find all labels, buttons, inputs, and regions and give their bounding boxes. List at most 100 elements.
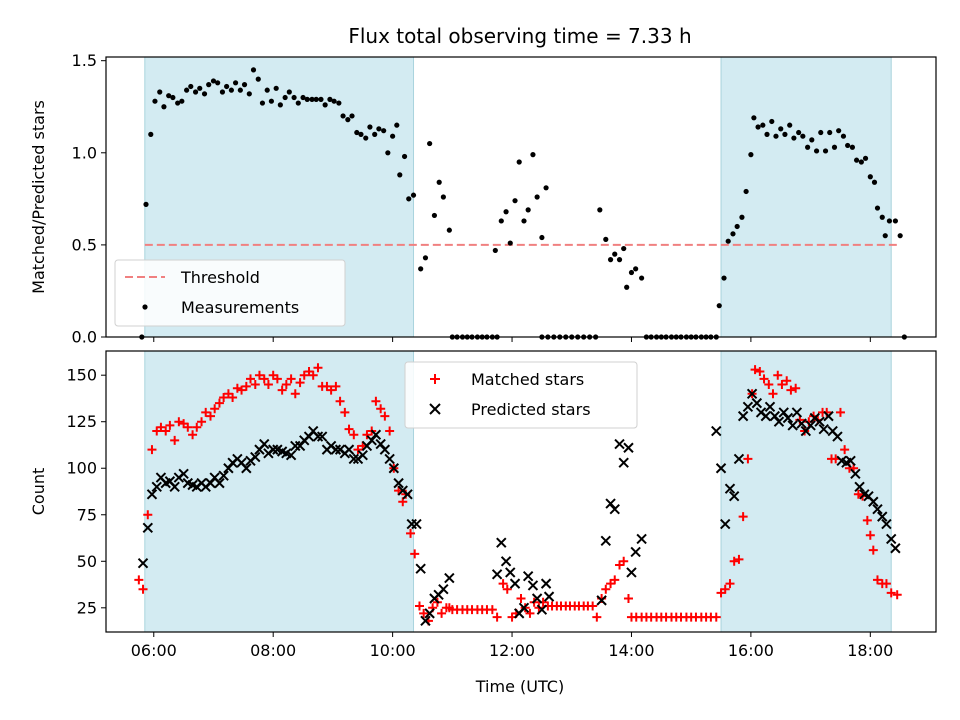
data-point	[371, 396, 381, 406]
data-point	[516, 159, 522, 165]
data-point	[148, 131, 154, 137]
data-point	[219, 89, 226, 95]
data-point	[512, 198, 518, 204]
data-point	[422, 255, 429, 261]
data-point	[877, 511, 888, 522]
data-point	[282, 94, 288, 101]
data-point	[308, 370, 318, 380]
data-point	[516, 594, 526, 604]
data-point	[192, 422, 202, 432]
data-point	[814, 416, 825, 427]
data-point	[179, 98, 185, 104]
data-point	[531, 593, 543, 604]
data-point	[616, 257, 623, 263]
data-point	[290, 389, 300, 399]
x-axis-label: Time (UTC)	[475, 677, 564, 696]
data-point	[340, 113, 346, 119]
data-point	[862, 515, 872, 525]
y-tick-label: 1.5	[72, 51, 97, 70]
data-point	[388, 463, 400, 474]
data-point	[733, 453, 745, 465]
data-point	[420, 615, 431, 627]
data-point	[397, 172, 403, 178]
data-point	[188, 83, 194, 90]
data-point	[353, 445, 363, 455]
data-point	[610, 575, 620, 585]
data-point	[621, 245, 627, 252]
top-panel: 0.0 0.5 1.0 1.5 Matched/Predicted stars Thres…	[29, 51, 937, 347]
data-point	[143, 201, 149, 207]
data-point	[782, 131, 788, 137]
data-point	[358, 131, 364, 137]
data-point	[764, 379, 774, 389]
legend-predicted-swatch	[429, 403, 441, 415]
data-point	[322, 102, 328, 108]
data-point	[539, 234, 545, 241]
data-point	[197, 85, 203, 91]
data-point	[867, 174, 873, 180]
data-point	[255, 76, 261, 82]
data-point	[205, 411, 215, 421]
y-axis-label: Count	[29, 468, 48, 516]
series-matched-stars	[134, 363, 902, 626]
data-point	[715, 463, 727, 474]
data-point	[219, 393, 229, 403]
data-point	[357, 450, 368, 461]
data-point	[500, 556, 512, 567]
data-point	[507, 240, 513, 246]
data-point	[286, 89, 292, 95]
data-point	[349, 430, 359, 440]
shaded-region-2	[720, 56, 892, 338]
data-point	[730, 231, 736, 237]
data-point	[410, 549, 420, 559]
data-point	[215, 80, 221, 86]
data-point	[232, 80, 239, 86]
data-point	[636, 533, 647, 545]
data-point	[743, 454, 753, 464]
data-point	[492, 247, 498, 254]
data-point	[879, 214, 885, 220]
legend-matched-swatch	[430, 374, 440, 384]
y-tick-label: 125	[66, 412, 97, 431]
data-point	[250, 379, 260, 389]
data-point	[344, 424, 354, 434]
data-point	[210, 78, 217, 84]
data-point	[304, 96, 310, 102]
legend-label: Measurements	[181, 298, 299, 317]
data-point	[882, 233, 888, 239]
series-predicted-stars	[137, 388, 901, 627]
x-tick-label: 18:00	[847, 641, 893, 660]
data-point	[609, 503, 620, 515]
data-point	[874, 205, 881, 211]
data-point	[881, 579, 891, 589]
data-point	[720, 584, 730, 594]
legend: Matched stars Predicted stars	[404, 361, 638, 429]
data-point	[263, 379, 273, 389]
legend-frame	[114, 259, 346, 327]
x-tick-label: 06:00	[131, 641, 177, 660]
data-point	[299, 370, 309, 380]
y-tick-label: 75	[77, 505, 97, 524]
data-point	[755, 124, 761, 130]
data-point	[618, 457, 629, 468]
data-point	[734, 554, 744, 564]
data-point	[169, 481, 180, 493]
data-point	[498, 579, 508, 589]
data-point	[340, 407, 350, 417]
data-point	[850, 468, 861, 480]
data-point	[316, 431, 328, 442]
data-point	[791, 383, 801, 393]
data-point	[492, 612, 502, 622]
data-point	[440, 194, 446, 200]
data-point	[536, 604, 548, 615]
data-point	[398, 497, 408, 507]
data-point	[487, 605, 497, 615]
data-point	[854, 481, 865, 493]
data-point	[228, 393, 238, 403]
data-point	[393, 477, 404, 489]
data-point	[849, 144, 856, 150]
data-point	[746, 388, 758, 400]
data-point	[264, 87, 270, 93]
data-point	[872, 575, 882, 585]
data-point	[886, 533, 897, 545]
